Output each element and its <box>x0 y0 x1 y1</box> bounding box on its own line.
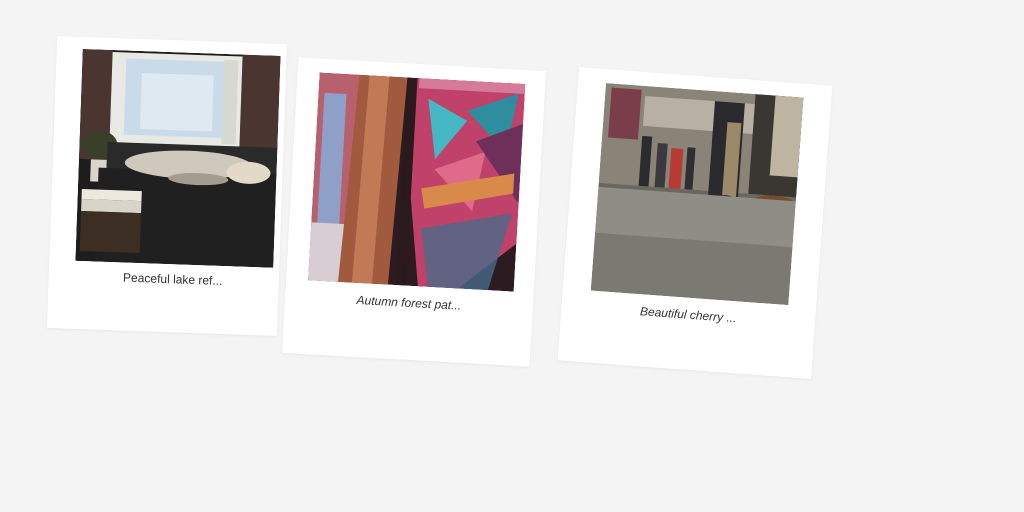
photo-image <box>75 48 281 268</box>
photo-caption: Autumn forest pat... <box>356 292 462 313</box>
photo-thumbnail[interactable] <box>75 48 281 268</box>
photo-image <box>590 83 804 306</box>
photo-image <box>308 72 526 292</box>
polaroid-card[interactable]: Peaceful lake ref... <box>46 36 288 336</box>
polaroid-card[interactable]: Autumn forest pat... <box>281 57 547 367</box>
photo-thumbnail[interactable] <box>308 72 526 292</box>
photo-thumbnail[interactable] <box>590 83 804 306</box>
photo-caption: Peaceful lake ref... <box>122 270 223 288</box>
polaroid-card[interactable]: Beautiful cherry ... <box>557 67 833 379</box>
